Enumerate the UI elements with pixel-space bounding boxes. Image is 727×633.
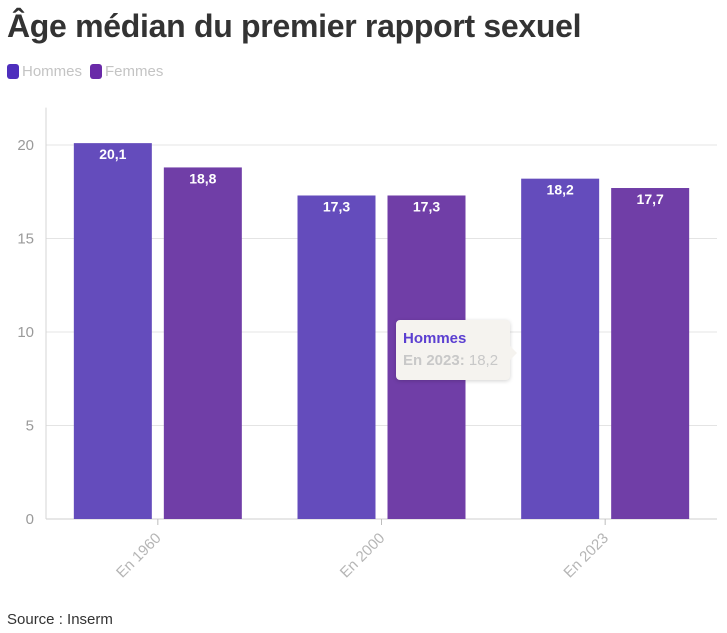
bar-chart: 0 5 10 15 20 20,1 18,8 En 1960 17,3 17,3 En 2000 18… bbox=[17, 107, 717, 582]
bar-hommes-3[interactable] bbox=[521, 178, 600, 519]
bar-femmes-3[interactable] bbox=[611, 188, 690, 519]
x-tick-label: En 2000 bbox=[337, 530, 389, 582]
legend-swatch-femmes bbox=[90, 64, 103, 79]
chart-title: Âge médian du premier rapport sexuel bbox=[7, 8, 582, 44]
tooltip-line: En 2023: 18,2 bbox=[403, 352, 498, 369]
y-tick-label: 15 bbox=[17, 231, 34, 248]
legend: Hommes Femmes bbox=[7, 63, 171, 80]
y-tick-label: 5 bbox=[26, 418, 34, 435]
tooltip-value: 18,2 bbox=[468, 352, 499, 369]
legend-item-femmes[interactable]: Femmes bbox=[90, 63, 163, 80]
legend-label-hommes: Hommes bbox=[22, 63, 83, 80]
bar-femmes-1[interactable] bbox=[163, 167, 242, 519]
x-tick-label: En 2023 bbox=[560, 530, 612, 582]
data-label: 17,3 bbox=[323, 198, 350, 214]
bar-hommes-1[interactable] bbox=[73, 143, 152, 519]
legend-label-femmes: Femmes bbox=[105, 63, 164, 80]
y-tick-label: 0 bbox=[26, 511, 34, 528]
data-label: 20,1 bbox=[99, 146, 126, 162]
data-label: 18,2 bbox=[547, 182, 574, 198]
tooltip: Hommes En 2023: 18,2 bbox=[396, 320, 517, 380]
data-label: 17,7 bbox=[637, 191, 664, 207]
data-label: 18,8 bbox=[189, 170, 216, 186]
data-label: 17,3 bbox=[413, 198, 440, 214]
tooltip-series: Hommes bbox=[403, 330, 467, 347]
y-tick-label: 10 bbox=[17, 324, 34, 341]
legend-swatch-hommes bbox=[7, 64, 19, 79]
source-note: Source : Inserm bbox=[7, 611, 113, 628]
bar-hommes-2[interactable] bbox=[297, 195, 376, 520]
tooltip-key: En 2023: bbox=[403, 352, 465, 369]
y-tick-label: 20 bbox=[17, 137, 34, 154]
x-tick-label: En 1960 bbox=[113, 530, 165, 582]
legend-item-hommes[interactable]: Hommes bbox=[7, 63, 82, 80]
